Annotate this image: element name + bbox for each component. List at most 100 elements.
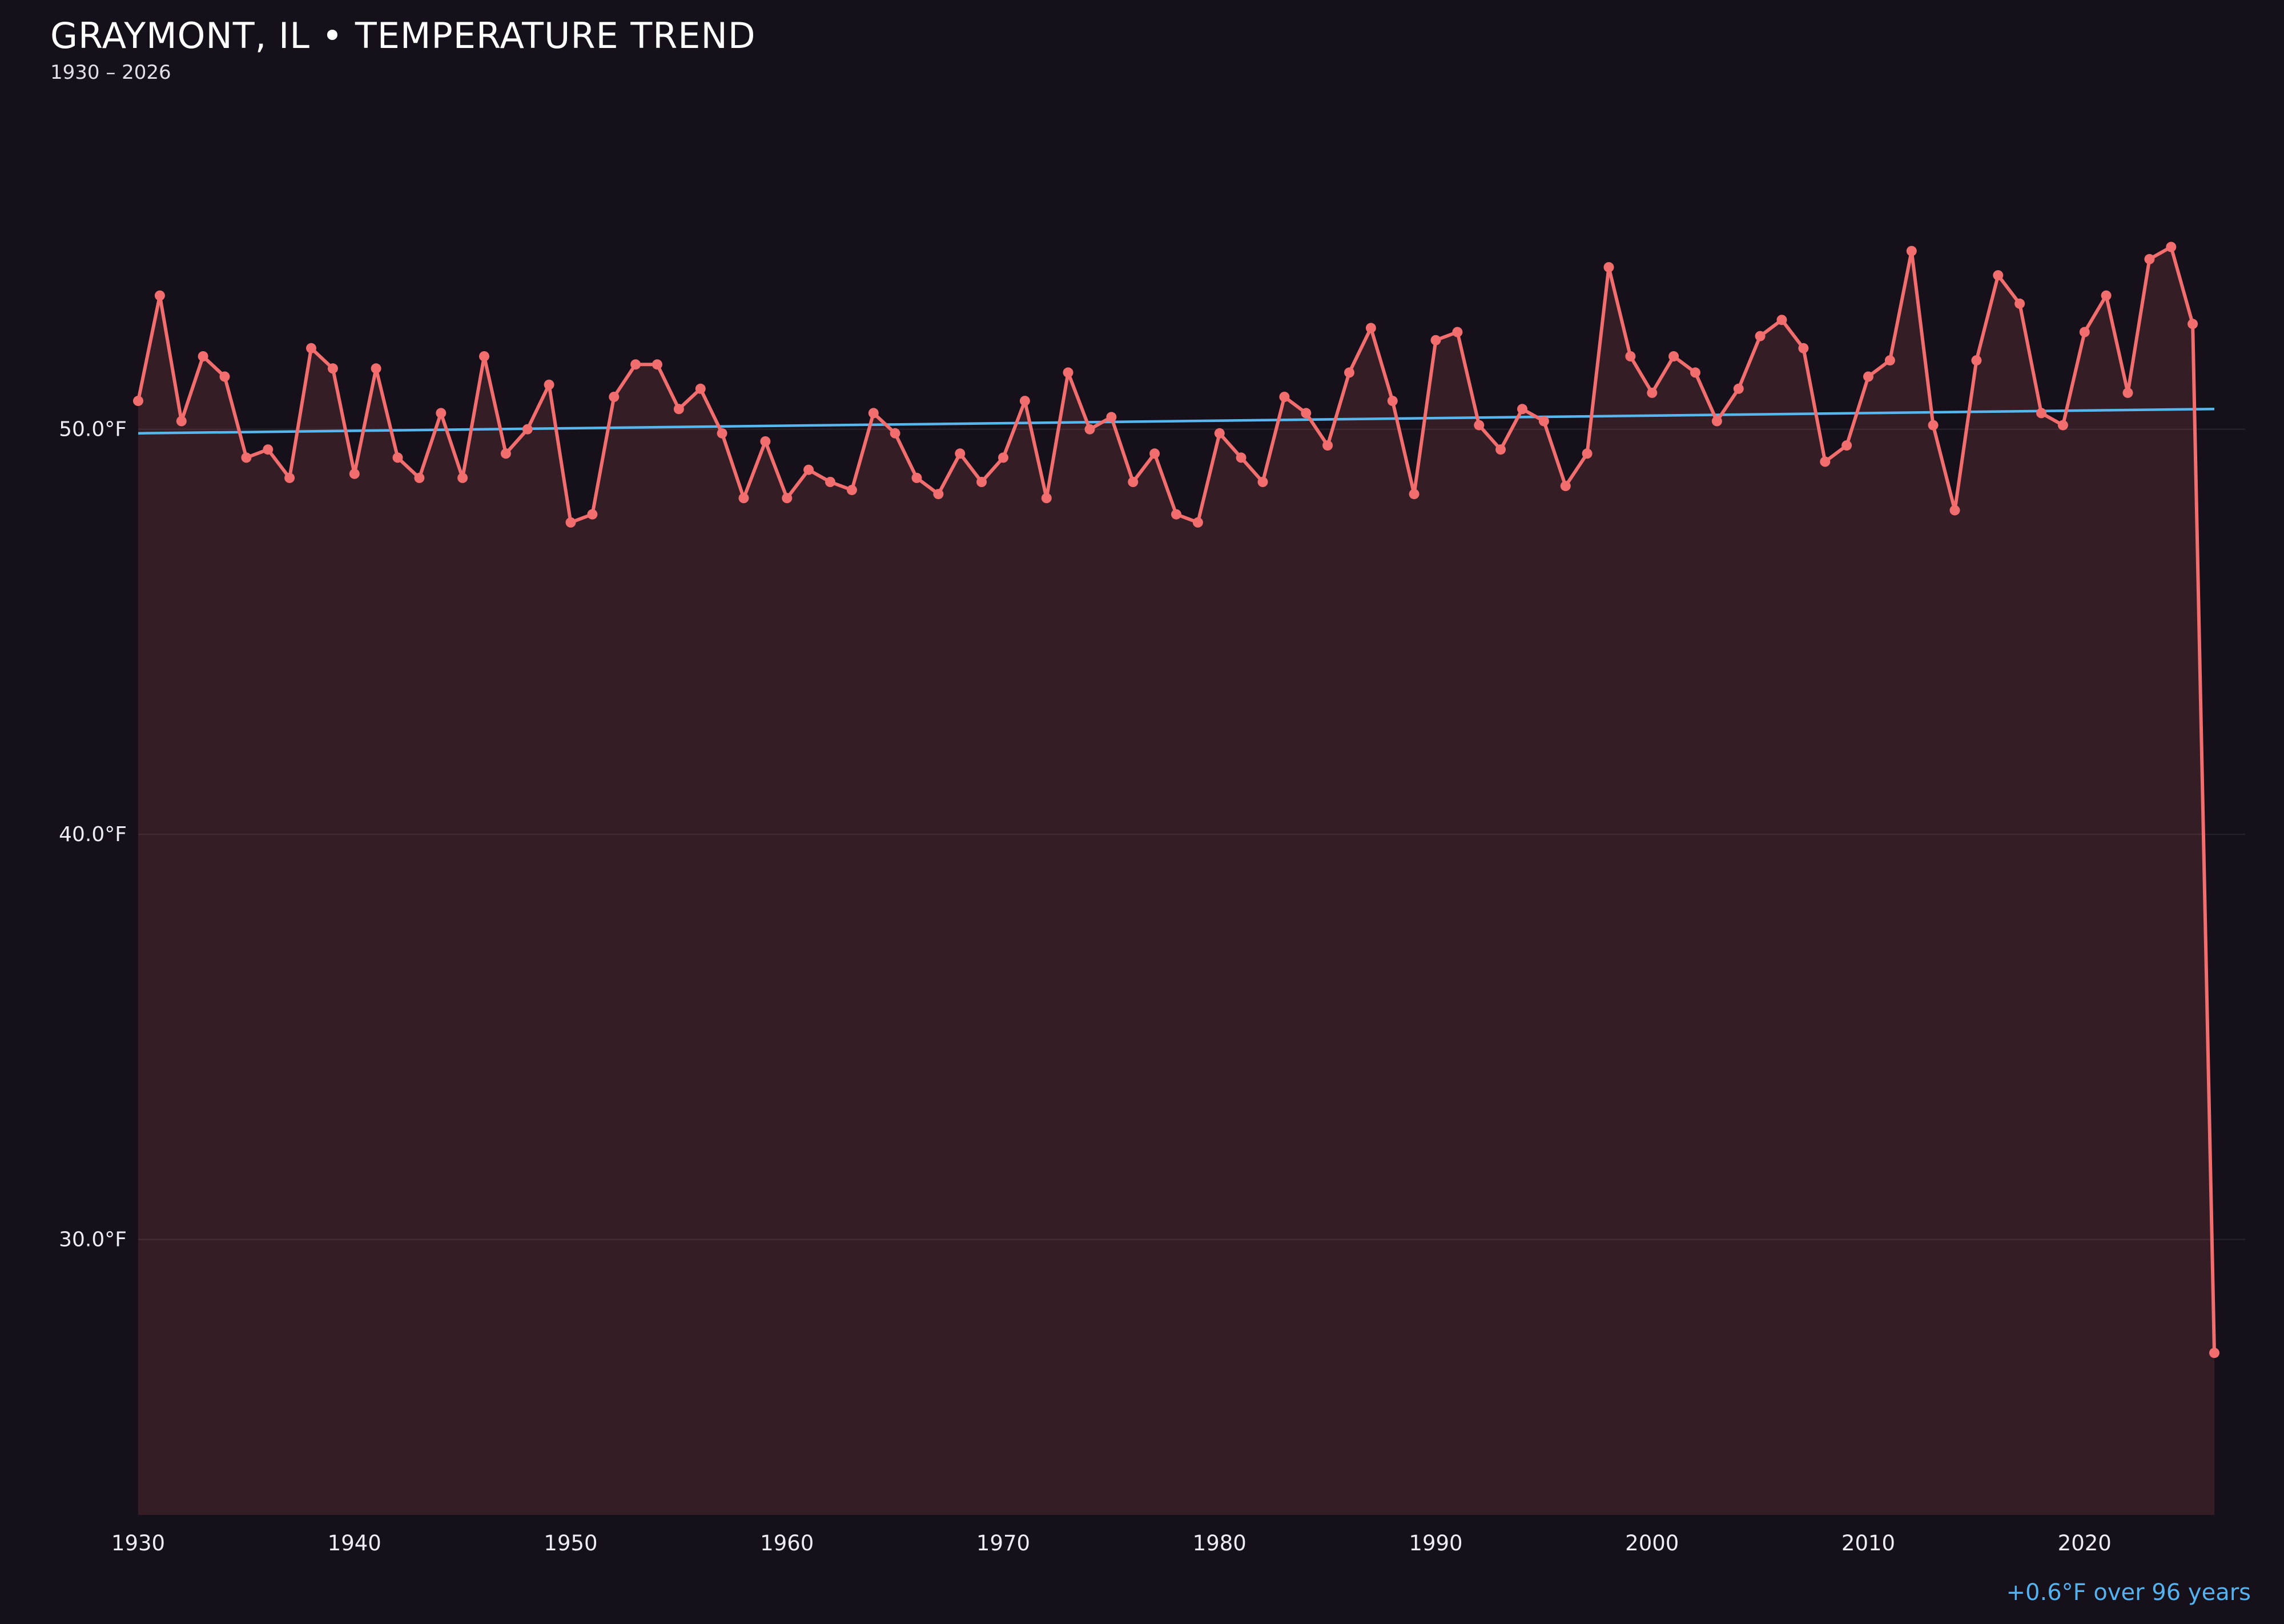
data-point — [1084, 424, 1095, 435]
data-point — [1365, 323, 1376, 333]
data-point — [1928, 420, 1939, 431]
data-point — [1993, 270, 2004, 281]
data-point — [176, 416, 187, 427]
data-point — [1711, 416, 1722, 427]
data-point — [609, 392, 620, 402]
data-point — [414, 472, 425, 483]
data-point — [306, 343, 316, 353]
data-point — [2057, 420, 2068, 431]
data-point — [1755, 331, 1766, 341]
data-point — [1257, 477, 1268, 487]
data-point — [1517, 404, 1527, 415]
data-point — [998, 452, 1008, 463]
data-point — [544, 379, 554, 390]
x-axis-tick-label: 2010 — [1841, 1531, 1895, 1555]
data-point — [241, 452, 252, 463]
data-point — [782, 493, 793, 504]
y-axis-tick-label: 50.0°F — [59, 418, 127, 441]
data-point — [673, 404, 684, 415]
data-point — [825, 477, 835, 487]
data-point — [1647, 387, 1658, 398]
data-point — [1495, 444, 1506, 455]
data-point — [1668, 351, 1679, 361]
trendline — [138, 408, 2215, 435]
data-point — [1863, 371, 1873, 382]
data-point — [587, 509, 598, 520]
data-point — [2166, 242, 2177, 252]
data-point — [1820, 456, 1831, 467]
data-point — [392, 452, 403, 463]
data-point — [479, 351, 489, 361]
data-point — [933, 489, 944, 500]
data-point — [1301, 408, 1312, 419]
data-point — [2101, 290, 2112, 301]
data-point — [1884, 355, 1895, 366]
data-point — [457, 472, 468, 483]
data-point — [1344, 367, 1354, 378]
data-point — [695, 383, 706, 394]
data-point — [1690, 367, 1700, 378]
data-point — [1474, 420, 1485, 431]
data-point — [1560, 481, 1571, 492]
data-point — [890, 428, 900, 439]
data-point — [630, 359, 641, 370]
data-point — [1733, 383, 1744, 394]
data-point — [803, 464, 814, 475]
series-area-fill — [138, 247, 2214, 1515]
data-point — [717, 428, 727, 439]
data-point — [1603, 262, 1614, 272]
data-point — [565, 517, 576, 528]
data-point — [154, 290, 165, 301]
data-point — [522, 424, 533, 435]
data-point — [327, 363, 338, 374]
data-point — [2209, 1348, 2219, 1358]
x-axis-tick-label: 1950 — [544, 1531, 597, 1555]
data-point — [2079, 327, 2090, 337]
chart-header: GRAYMONT, IL • TEMPERATURE TREND 1930 – … — [50, 15, 756, 84]
data-point — [1949, 505, 1960, 516]
x-axis-tick-label: 1960 — [760, 1531, 814, 1555]
data-point — [911, 472, 922, 483]
data-point — [1128, 477, 1139, 487]
data-point — [436, 408, 447, 419]
data-point — [1798, 343, 1809, 353]
data-point — [2122, 387, 2133, 398]
page-subtitle: 1930 – 2026 — [50, 61, 171, 84]
data-point — [1171, 509, 1181, 520]
data-point — [846, 485, 857, 496]
data-point — [2014, 298, 2025, 309]
data-point — [738, 493, 749, 504]
data-point — [1409, 489, 1420, 500]
data-point — [868, 408, 879, 419]
data-point — [1279, 392, 1290, 402]
x-axis-tick-label: 1990 — [1409, 1531, 1462, 1555]
data-point — [263, 444, 274, 455]
page-title: GRAYMONT, IL • TEMPERATURE TREND — [50, 15, 756, 57]
x-axis-tick-label: 1980 — [1193, 1531, 1246, 1555]
data-point — [1625, 351, 1636, 361]
data-point — [219, 371, 230, 382]
x-axis-tick-label: 1940 — [328, 1531, 381, 1555]
x-axis-tick-label: 1970 — [976, 1531, 1030, 1555]
data-point — [1776, 315, 1787, 325]
data-point — [1906, 246, 1917, 256]
x-axis-tick-label: 2000 — [1625, 1531, 1679, 1555]
data-point — [133, 396, 143, 407]
data-point — [1387, 396, 1398, 407]
data-point — [2036, 408, 2046, 419]
data-point — [198, 351, 208, 361]
data-point — [1582, 448, 1593, 459]
data-point — [1019, 396, 1030, 407]
data-point — [976, 477, 987, 487]
data-point — [1214, 428, 1225, 439]
data-point — [1322, 440, 1333, 451]
data-point — [500, 448, 511, 459]
data-point — [2188, 319, 2198, 329]
data-point — [1538, 416, 1549, 427]
data-point — [1452, 327, 1463, 337]
data-point — [1430, 335, 1441, 345]
x-axis-tick-label: 1930 — [111, 1531, 165, 1555]
data-point — [955, 448, 966, 459]
